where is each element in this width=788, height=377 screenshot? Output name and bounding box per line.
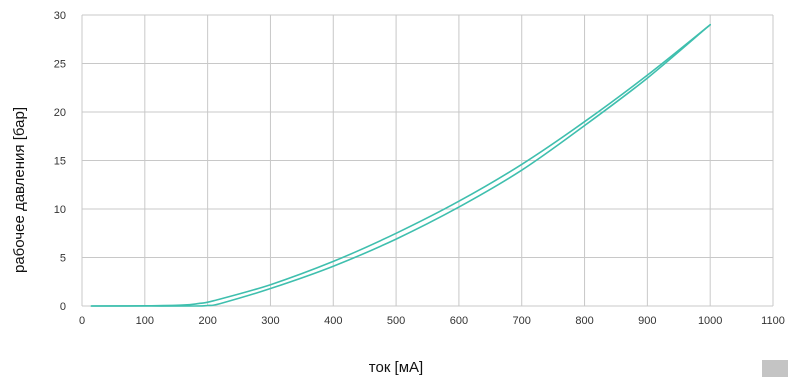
y-tick-label: 20 xyxy=(54,107,66,119)
y-tick-label: 30 xyxy=(54,10,66,22)
x-tick-label: 200 xyxy=(198,315,216,327)
x-tick-labels: 0 100 200 300 400 500 600 700 800 900 1000 1100 xyxy=(79,315,785,327)
x-tick-label: 0 xyxy=(79,315,85,327)
x-tick-label: 500 xyxy=(387,315,405,327)
x-tick-label: 600 xyxy=(450,315,468,327)
x-tick-label: 900 xyxy=(638,315,656,327)
x-tick-label: 300 xyxy=(261,315,279,327)
series-line-1 xyxy=(90,23,711,307)
y-axis-title: рабочее давления [бар] xyxy=(11,107,28,273)
y-tick-labels: 0 5 10 15 20 25 30 xyxy=(54,10,66,313)
grid xyxy=(81,14,774,307)
y-tick-label: 0 xyxy=(60,301,66,313)
x-tick-label: 400 xyxy=(324,315,342,327)
x-tick-label: 700 xyxy=(513,315,531,327)
y-tick-label: 10 xyxy=(54,204,66,216)
y-tick-label: 5 xyxy=(60,253,66,265)
x-axis-title: ток [мА] xyxy=(369,359,423,376)
series-lines xyxy=(90,23,711,307)
x-tick-label: 100 xyxy=(136,315,154,327)
corner-gray-box xyxy=(762,360,788,377)
y-tick-label: 25 xyxy=(54,59,66,71)
x-tick-label: 1100 xyxy=(761,315,785,327)
x-tick-label: 1000 xyxy=(698,315,722,327)
x-tick-label: 800 xyxy=(575,315,593,327)
y-tick-label: 15 xyxy=(54,156,66,168)
series-line-2 xyxy=(90,23,711,307)
